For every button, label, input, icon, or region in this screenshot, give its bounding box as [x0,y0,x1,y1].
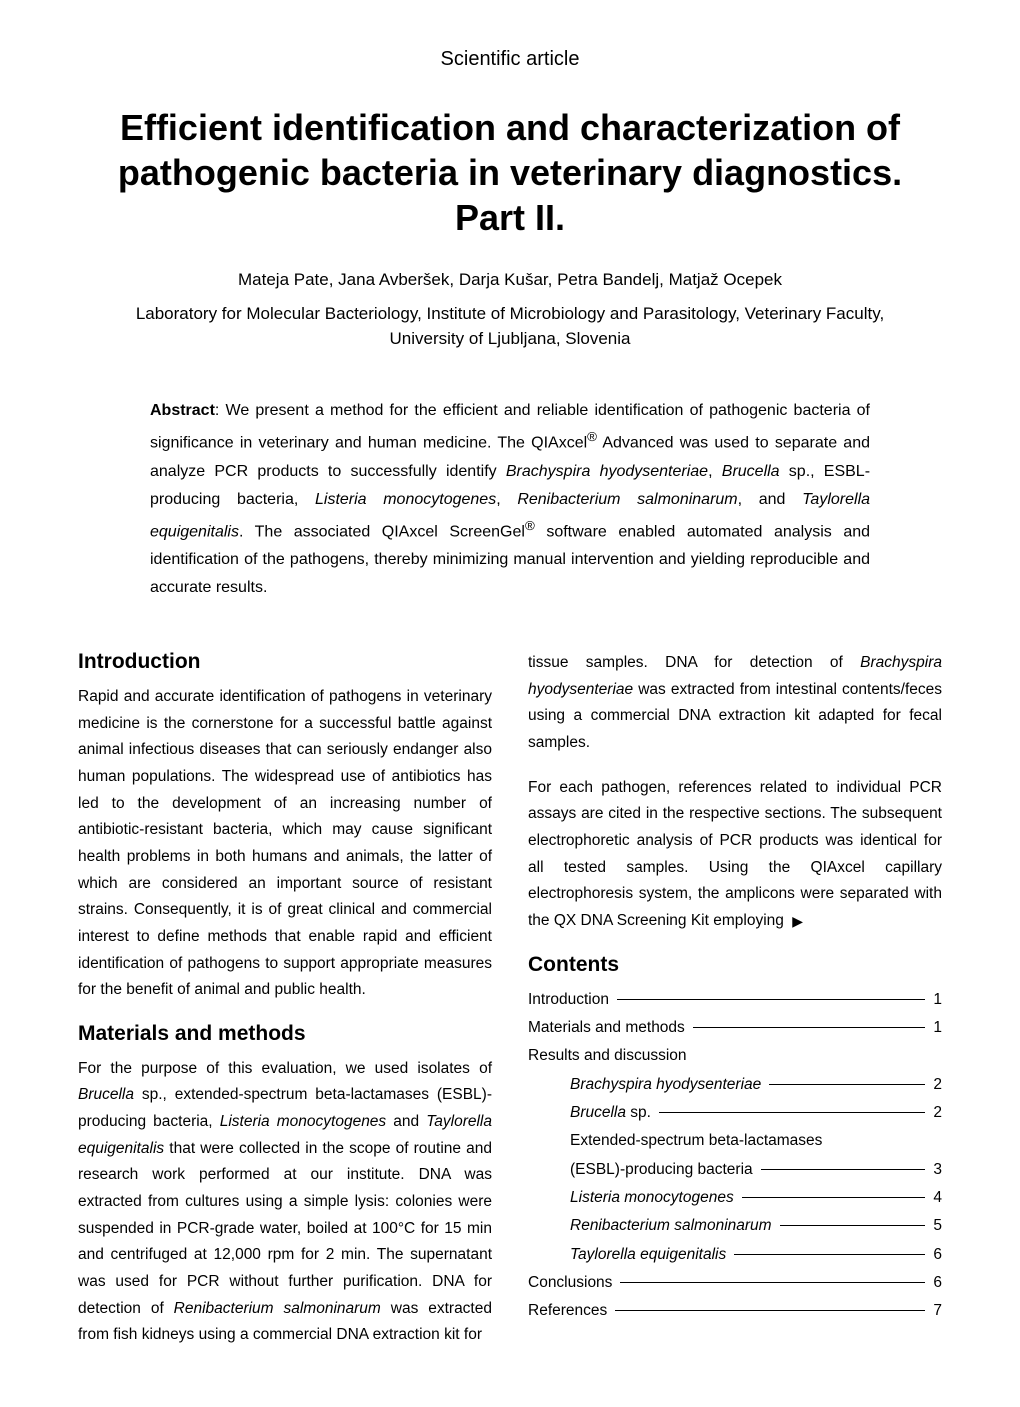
materials-heading: Materials and methods [78,1022,492,1046]
toc-label: Materials and methods [528,1015,685,1041]
toc-row: Introduction 1 [528,987,942,1013]
toc-page-number: 1 [933,1015,942,1041]
toc-leader-line [693,1027,926,1028]
article-type: Scientific article [78,48,942,71]
toc-page-number: 3 [933,1157,942,1183]
toc-label: Listeria monocytogenes [570,1185,734,1211]
toc-leader-line [761,1169,926,1170]
contents-block: Contents Introduction1Materials and meth… [528,953,942,1325]
affiliation-line: Laboratory for Molecular Bacteriology, I… [100,302,920,351]
toc-page-number: 5 [933,1213,942,1239]
page-root: Scientific article Efficient identificat… [0,0,1020,1407]
contents-heading: Contents [528,953,942,977]
toc-row: References 7 [528,1298,942,1324]
toc-page-number: 2 [933,1072,942,1098]
right-para-2: For each pathogen, references related to… [528,775,942,935]
toc-row: (ESBL)-producing bacteria 3 [528,1157,942,1183]
toc-row: Materials and methods 1 [528,1015,942,1041]
toc-leader-line [620,1282,925,1283]
toc-label: Extended-spectrum beta-lactamases [570,1132,822,1149]
toc-leader-line [659,1112,925,1113]
toc-page-number: 1 [933,987,942,1013]
toc-leader-line [769,1084,925,1085]
toc-row: Renibacterium salmoninarum 5 [528,1213,942,1239]
right-para-1: tissue samples. DNA for detection of Bra… [528,650,942,757]
toc-page-number: 6 [933,1242,942,1268]
contents-list: Introduction 1 Materials and methods 1 Resul… [528,987,942,1325]
toc-leader-line [734,1254,925,1255]
toc-leader-line [780,1225,926,1226]
page-title: Efficient identification and characteriz… [78,105,942,240]
toc-label: Conclusions [528,1270,612,1296]
toc-leader-line [617,999,925,1000]
toc-page-number: 7 [933,1298,942,1324]
toc-label: References [528,1298,607,1324]
left-column: Introduction Rapid and accurate identifi… [78,650,492,1367]
right-para-2-text: For each pathogen, references related to… [528,779,942,929]
introduction-text: Rapid and accurate identification of pat… [78,684,492,1004]
toc-row: Conclusions 6 [528,1270,942,1296]
toc-page-number: 6 [933,1270,942,1296]
toc-page-number: 2 [933,1100,942,1126]
toc-label: Renibacterium salmoninarum [570,1213,772,1239]
toc-heading-row: Results and discussion [528,1043,942,1069]
toc-label: Taylorella equigenitalis [570,1242,726,1268]
toc-row: Taylorella equigenitalis 6 [528,1242,942,1268]
toc-row: Brucella sp. 2 [528,1100,942,1126]
toc-leader-line [742,1197,926,1198]
toc-label: Brachyspira hyodysenteriae [570,1072,761,1098]
toc-leader-line [615,1310,925,1311]
authors-line: Mateja Pate, Jana Avberšek, Darja Kušar,… [78,270,942,290]
toc-heading-row: Extended-spectrum beta-lactamases [528,1128,942,1154]
toc-label: Brucella sp. [570,1100,651,1126]
right-column: tissue samples. DNA for detection of Bra… [528,650,942,1367]
two-column-layout: Introduction Rapid and accurate identifi… [78,650,942,1367]
toc-page-number: 4 [933,1185,942,1211]
toc-row: Listeria monocytogenes 4 [528,1185,942,1211]
toc-row: Brachyspira hyodysenteriae 2 [528,1072,942,1098]
toc-label: Introduction [528,987,609,1013]
toc-label: Results and discussion [528,1047,687,1064]
toc-label: (ESBL)-producing bacteria [570,1157,753,1183]
abstract-block: Abstract: We present a method for the ef… [150,397,870,602]
continue-arrow-icon: ▶ [792,909,803,933]
materials-text: For the purpose of this evaluation, we u… [78,1056,492,1349]
introduction-heading: Introduction [78,650,492,674]
